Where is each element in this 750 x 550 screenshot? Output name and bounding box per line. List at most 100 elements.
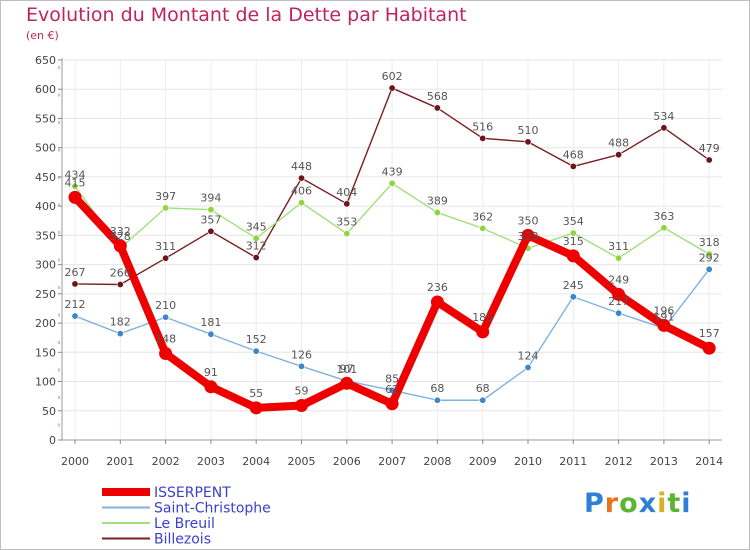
logo-letter: P — [584, 488, 605, 519]
data-label-le-breuil: 311 — [608, 240, 629, 253]
data-label-isserpent: 148 — [155, 332, 176, 345]
data-label-saint-christophe: 217 — [608, 295, 629, 308]
data-label-saint-christophe: 191 — [653, 310, 674, 323]
y-tick-label: 250 — [35, 288, 56, 301]
data-label-billezois: 312 — [246, 240, 267, 253]
x-tick-label: 2001 — [106, 455, 134, 468]
point-isserpent — [612, 287, 626, 301]
legend-label-le-breuil: Le Breuil — [154, 516, 215, 532]
x-tick-label: 2012 — [605, 455, 633, 468]
data-label-isserpent: 91 — [204, 366, 218, 379]
point-isserpent — [476, 325, 490, 339]
data-label-billezois: 404 — [336, 186, 357, 199]
y-tick-label: 350 — [35, 229, 56, 242]
data-label-le-breuil: 354 — [563, 215, 584, 228]
point-saint-christophe — [433, 396, 441, 404]
data-label-billezois: 510 — [518, 124, 539, 137]
logo-letter: t — [667, 488, 682, 519]
x-tick-label: 2005 — [288, 455, 316, 468]
point-billezois — [297, 174, 305, 182]
point-billezois — [479, 134, 487, 142]
y-tick-label: 650 — [35, 54, 56, 67]
point-isserpent — [204, 380, 218, 394]
point-billezois — [116, 280, 124, 288]
point-le-breuil — [252, 234, 260, 242]
y-tick-label: 300 — [35, 259, 56, 272]
point-billezois — [388, 84, 396, 92]
point-isserpent — [113, 239, 127, 253]
x-tick-label: 2011 — [559, 455, 587, 468]
y-tick-label: 600 — [35, 83, 56, 96]
point-le-breuil — [297, 199, 305, 207]
point-billezois — [569, 162, 577, 170]
point-isserpent — [521, 228, 535, 242]
point-le-breuil — [71, 182, 79, 190]
point-le-breuil — [433, 209, 441, 217]
data-label-le-breuil: 439 — [382, 165, 403, 178]
x-tick-label: 2004 — [242, 455, 270, 468]
point-saint-christophe — [162, 313, 170, 321]
y-tick-label: 450 — [35, 171, 56, 184]
y-tick-label: 200 — [35, 317, 56, 330]
x-tick-label: 2009 — [469, 455, 497, 468]
point-billezois — [660, 124, 668, 132]
x-tick-label: 2013 — [650, 455, 678, 468]
point-saint-christophe — [479, 396, 487, 404]
point-saint-christophe — [705, 265, 713, 273]
point-isserpent — [430, 295, 444, 309]
point-saint-christophe — [252, 347, 260, 355]
point-saint-christophe — [569, 293, 577, 301]
data-label-isserpent: 97 — [340, 362, 354, 375]
point-billezois — [207, 227, 215, 235]
point-billezois — [524, 138, 532, 146]
data-label-saint-christophe: 181 — [200, 316, 221, 329]
data-label-billezois: 448 — [291, 160, 312, 173]
data-label-saint-christophe: 212 — [65, 298, 86, 311]
data-label-isserpent: 332 — [110, 225, 131, 238]
point-saint-christophe — [71, 312, 79, 320]
data-label-le-breuil: 434 — [65, 168, 86, 181]
y-tick-label: 500 — [35, 142, 56, 155]
point-le-breuil — [569, 229, 577, 237]
data-label-isserpent: 55 — [249, 387, 263, 400]
data-label-billezois: 267 — [65, 266, 86, 279]
point-billezois — [71, 280, 79, 288]
point-billezois — [343, 200, 351, 208]
data-label-billezois: 357 — [200, 213, 221, 226]
data-label-isserpent: 315 — [563, 235, 584, 248]
point-saint-christophe — [297, 362, 305, 370]
x-tick-label: 2002 — [152, 455, 180, 468]
y-tick-label: 0 — [49, 434, 56, 447]
data-label-le-breuil: 363 — [653, 210, 674, 223]
x-tick-label: 2000 — [61, 455, 89, 468]
logo-letter: o — [619, 488, 639, 519]
series-group — [68, 84, 716, 415]
data-label-saint-christophe: 68 — [430, 382, 444, 395]
data-label-isserpent: 196 — [653, 304, 674, 317]
data-label-isserpent: 350 — [518, 214, 539, 227]
point-isserpent — [657, 318, 671, 332]
legend-label-isserpent: ISSERPENT — [154, 485, 231, 501]
data-label-saint-christophe: 124 — [518, 350, 539, 363]
legend-label-billezois: Billezois — [154, 532, 211, 548]
data-label-le-breuil: 318 — [699, 236, 720, 249]
data-label-billezois: 479 — [699, 142, 720, 155]
data-label-isserpent: 415 — [65, 176, 86, 189]
data-label-isserpent: 236 — [427, 281, 448, 294]
data-label-saint-christophe: 68 — [476, 382, 490, 395]
legend-label-saint-christophe: Saint-Christophe — [154, 501, 271, 517]
data-label-le-breuil: 345 — [246, 220, 267, 233]
data-label-billezois: 311 — [155, 240, 176, 253]
point-le-breuil — [388, 179, 396, 187]
point-le-breuil — [162, 204, 170, 212]
data-label-isserpent: 157 — [699, 327, 720, 340]
data-label-le-breuil: 362 — [472, 210, 493, 223]
point-isserpent — [249, 401, 263, 415]
point-billezois — [433, 104, 441, 112]
point-saint-christophe — [116, 330, 124, 338]
x-tick-label: 2014 — [695, 455, 723, 468]
point-le-breuil — [343, 230, 351, 238]
point-isserpent — [68, 190, 82, 204]
data-label-le-breuil: 394 — [200, 192, 221, 205]
